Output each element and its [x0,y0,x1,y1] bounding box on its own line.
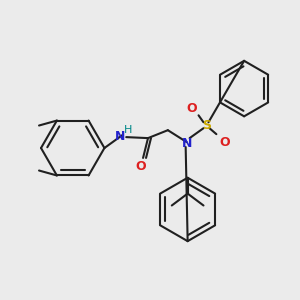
Text: N: N [182,136,192,150]
Text: N: N [115,130,125,142]
Text: H: H [124,125,132,135]
Text: S: S [202,119,211,132]
Text: O: O [186,102,197,115]
Text: O: O [136,160,146,173]
Text: O: O [219,136,230,148]
